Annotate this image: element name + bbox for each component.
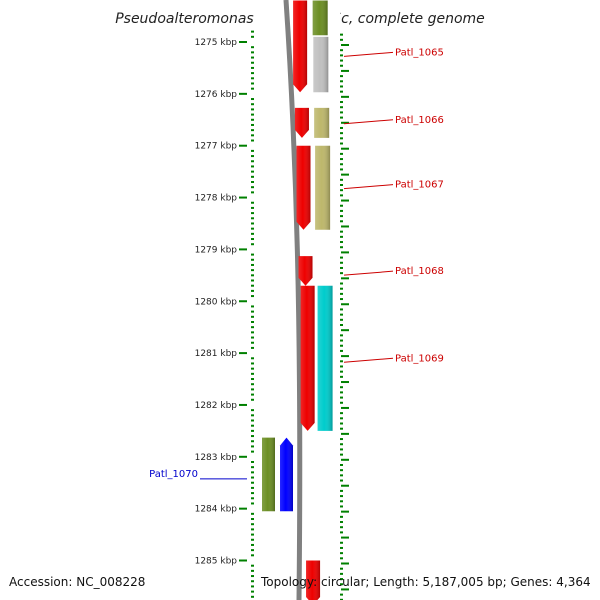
leader-line — [343, 357, 394, 363]
gene-Patl_1065[interactable] — [313, 36, 329, 93]
axis-tick-label: 1279 kbp — [195, 245, 238, 255]
axis-tick-label: 1275 kbp — [195, 38, 238, 48]
axis-tick-label: 1285 kbp — [195, 557, 238, 567]
gene-Patl_1070[interactable] — [280, 437, 293, 512]
gene-labels: Patl_1065 Patl_1066 Patl_1067 Patl_1068 Patl… — [149, 47, 444, 480]
gene-label-Patl_1067[interactable]: Patl_1067 — [395, 180, 444, 191]
gene-label-Patl_1069[interactable]: Patl_1069 — [395, 353, 444, 364]
gene-g-top-strip[interactable] — [312, 0, 328, 36]
accession-text: Accession: NC_008228 — [9, 575, 145, 589]
gene-Patl_1067[interactable] — [315, 145, 331, 230]
gene-g-red-1069[interactable] — [300, 285, 315, 431]
axis-tick-label: 1284 kbp — [195, 505, 238, 515]
gene-Patl_1066[interactable] — [314, 107, 330, 138]
gene-label-Patl_1065[interactable]: Patl_1065 — [395, 47, 444, 58]
gene-g-red-1067[interactable] — [296, 145, 311, 230]
gene-label-Patl_1068[interactable]: Patl_1068 — [395, 266, 444, 277]
leader-line — [343, 119, 394, 125]
leader-line — [343, 270, 394, 276]
leader-line — [343, 184, 394, 190]
gene-g-red-top[interactable] — [293, 0, 308, 93]
axis-labels: 1275 kbp 1276 kbp 1277 kbp 1278 kbp 1279 kbp… — [195, 38, 238, 567]
axis-tick-label: 1280 kbp — [195, 297, 238, 307]
axis-tick-label: 1278 kbp — [195, 194, 238, 204]
axis-tick-label: 1276 kbp — [195, 90, 238, 100]
gene-label-Patl_1066[interactable]: Patl_1066 — [395, 115, 444, 126]
topology-text: Topology: circular; Length: 5,187,005 bp… — [260, 575, 591, 589]
leader-line — [343, 51, 394, 57]
gene-Patl_1069[interactable] — [317, 285, 333, 431]
axis-tick-label: 1277 kbp — [195, 142, 238, 152]
axis-tick-label: 1282 kbp — [195, 401, 238, 411]
genome-backbone — [283, 0, 303, 600]
gene-g-olive-1070[interactable] — [262, 437, 275, 512]
axis-tick-label: 1283 kbp — [195, 453, 238, 463]
gene-label-Patl_1070[interactable]: Patl_1070 — [149, 469, 198, 480]
tick-marks — [239, 30, 349, 600]
axis-tick-label: 1281 kbp — [195, 349, 238, 359]
